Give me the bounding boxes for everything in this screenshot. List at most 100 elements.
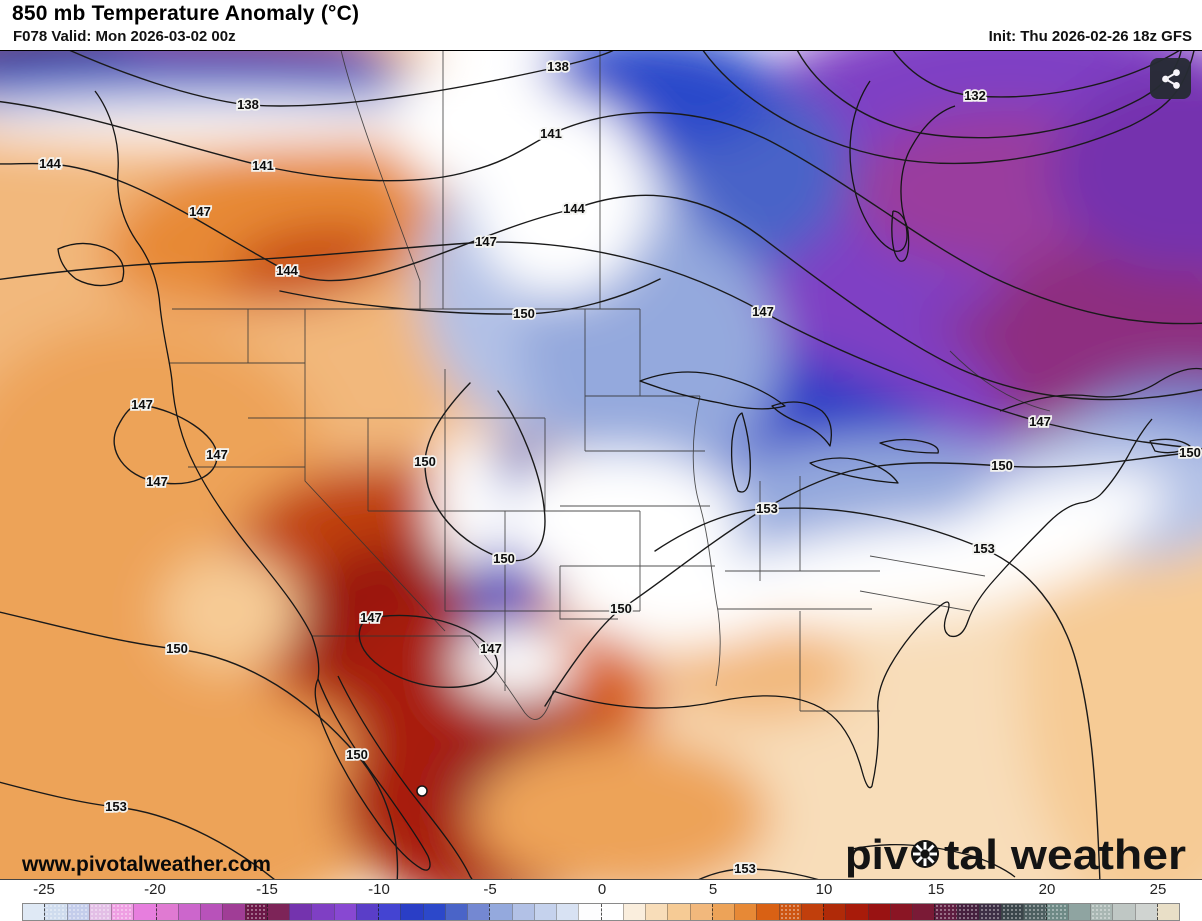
colorbar-segment	[1045, 904, 1069, 920]
contour-label: 147	[131, 397, 153, 412]
contour-labels: 132 138 138 141 141 144 144 144 147 147 147 147 147 1…	[37, 57, 1202, 878]
contour-label: 138	[237, 97, 259, 112]
share-icon	[1161, 68, 1180, 89]
contour-label: 150	[166, 641, 188, 656]
contour-label: 153	[105, 799, 127, 814]
colorbar-segment	[400, 904, 423, 920]
colorbar-segment	[645, 904, 668, 920]
colorbar-segment	[244, 904, 268, 920]
colorbar-segment	[133, 904, 156, 920]
colorbar-tick-label: 20	[1038, 881, 1056, 898]
colorbar-segment	[1001, 904, 1024, 920]
header: 850 mb Temperature Anomaly (°C) F078 Val…	[0, 0, 1202, 50]
contour-label: 147	[206, 447, 228, 462]
colorbar-segment	[177, 904, 200, 920]
colorbar-segment	[889, 904, 912, 920]
contour-label: 147	[480, 641, 502, 656]
colorbar-segment	[1156, 904, 1179, 920]
colorbar-segment	[289, 904, 312, 920]
colorbar-segment	[1134, 904, 1157, 920]
colorbar-segment	[155, 904, 178, 920]
contour-label: 144	[39, 156, 61, 171]
contour-label: 150	[610, 601, 632, 616]
colorbar-segment	[867, 904, 890, 920]
colorbar-segment	[378, 904, 401, 920]
coastlines	[57, 80, 1202, 879]
colorbar-segment	[200, 904, 223, 920]
colorbar-tick-label: 5	[708, 881, 718, 898]
colorbar-segment	[800, 904, 823, 920]
colorbar-segment	[1112, 904, 1135, 920]
share-button[interactable]	[1150, 58, 1191, 99]
contour-label: 138	[547, 59, 569, 74]
contour-label: 147	[146, 474, 168, 489]
colorbar-segment	[422, 904, 445, 920]
valid-time-label: F078 Valid: Mon 2026-03-02 00z	[13, 28, 236, 45]
colorbar-segment	[511, 904, 534, 920]
colorbar-segment	[912, 904, 935, 920]
contour-label: 141	[540, 126, 562, 141]
init-time-label: Init: Thu 2026-02-26 18z GFS	[988, 28, 1192, 45]
colorbar-tick-label: 10	[815, 881, 833, 898]
page-title: 850 mb Temperature Anomaly (°C)	[12, 2, 360, 25]
contour-label: 150	[414, 454, 436, 469]
colorbar-segment	[934, 904, 957, 920]
colorbar-segment	[711, 904, 734, 920]
colorbar-segment	[467, 904, 490, 920]
colorbar-segment	[778, 904, 802, 920]
contour-label: 150	[991, 458, 1013, 473]
contour-label: 147	[475, 234, 497, 249]
colorbar-segment	[1090, 904, 1113, 920]
colorbar-segment	[1067, 904, 1090, 920]
colorbar-segment	[978, 904, 1002, 920]
contour-label: 144	[563, 201, 585, 216]
thickness-contours	[0, 51, 1202, 879]
colorbar-segment	[578, 904, 601, 920]
site-url-label: www.pivotalweather.com	[21, 853, 271, 876]
contour-label: 132	[964, 88, 986, 103]
map-canvas: 132 138 138 141 141 144 144 144 147 147 147 147 147 1…	[0, 51, 1202, 879]
contour-label: 150	[346, 747, 368, 762]
contour-label: 141	[252, 158, 274, 173]
colorbar-segment	[823, 904, 846, 920]
colorbar-segment	[956, 904, 980, 920]
colorbar-tick-label: -20	[144, 881, 166, 898]
colorbar-segment	[44, 904, 67, 920]
contour-label: 144	[276, 263, 298, 278]
anomaly-color-field	[0, 51, 1202, 879]
contour-label: 153	[734, 861, 756, 876]
watermark-part1: piv	[845, 831, 909, 878]
contour-label: 153	[756, 501, 778, 516]
colorbar-segment	[88, 904, 112, 920]
contour-label: 147	[189, 204, 211, 219]
colorbar-tick-label: -15	[256, 881, 278, 898]
colorbar-segment	[667, 904, 690, 920]
colorbar	[22, 903, 1180, 921]
contour-label: 147	[752, 304, 774, 319]
colorbar-segment	[311, 904, 334, 920]
watermark: piv tal weather	[845, 831, 1186, 878]
colorbar-tick-label: -10	[368, 881, 390, 898]
colorbar-segment	[734, 904, 757, 920]
contour-label: 150	[1179, 445, 1201, 460]
colorbar-segment	[266, 904, 289, 920]
colorbar-segment	[23, 904, 45, 920]
colorbar-segment	[689, 904, 712, 920]
colorbar-segment	[533, 904, 556, 920]
colorbar-segment	[556, 904, 579, 920]
colorbar-segment	[1023, 904, 1046, 920]
colorbar-segment	[222, 904, 245, 920]
colorbar-segment	[111, 904, 134, 920]
colorbar-segment	[756, 904, 779, 920]
colorbar-segment	[444, 904, 467, 920]
pivotal-gear-icon	[911, 840, 939, 868]
colorbar-tick-label: 15	[927, 881, 945, 898]
contour-label: 153	[973, 541, 995, 556]
colorbar-tick-label: -25	[33, 881, 55, 898]
colorbar-tick-label: 0	[597, 881, 607, 898]
weather-map: 132 138 138 141 141 144 144 144 147 147 147 147 147 1…	[0, 50, 1202, 880]
colorbar-tick-label: 25	[1149, 881, 1167, 898]
contour-label: 147	[1029, 414, 1051, 429]
colorbar-segment	[333, 904, 356, 920]
